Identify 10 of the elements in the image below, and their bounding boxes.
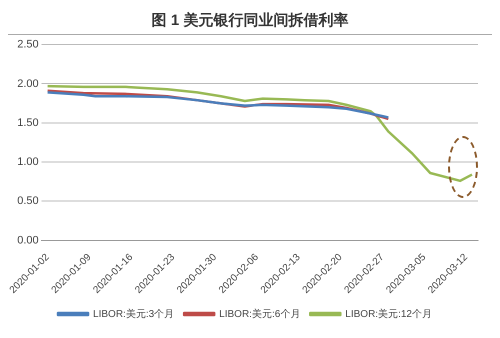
y-tick-label: 2.50: [17, 38, 39, 51]
chart-title: 图 1 美元银行同业间拆借利率: [8, 8, 492, 35]
legend-label: LIBOR:美元:12个月: [345, 308, 432, 320]
y-tick-label: 2.00: [17, 78, 39, 90]
y-tick-label: 1.00: [17, 156, 39, 168]
legend-label: LIBOR:美元:6个月: [219, 308, 300, 320]
y-tick-label: 0.00: [17, 234, 39, 246]
y-tick-label: 0.50: [17, 195, 39, 208]
legend-label: LIBOR:美元:3个月: [93, 308, 174, 320]
y-tick-label: 1.50: [17, 116, 39, 129]
